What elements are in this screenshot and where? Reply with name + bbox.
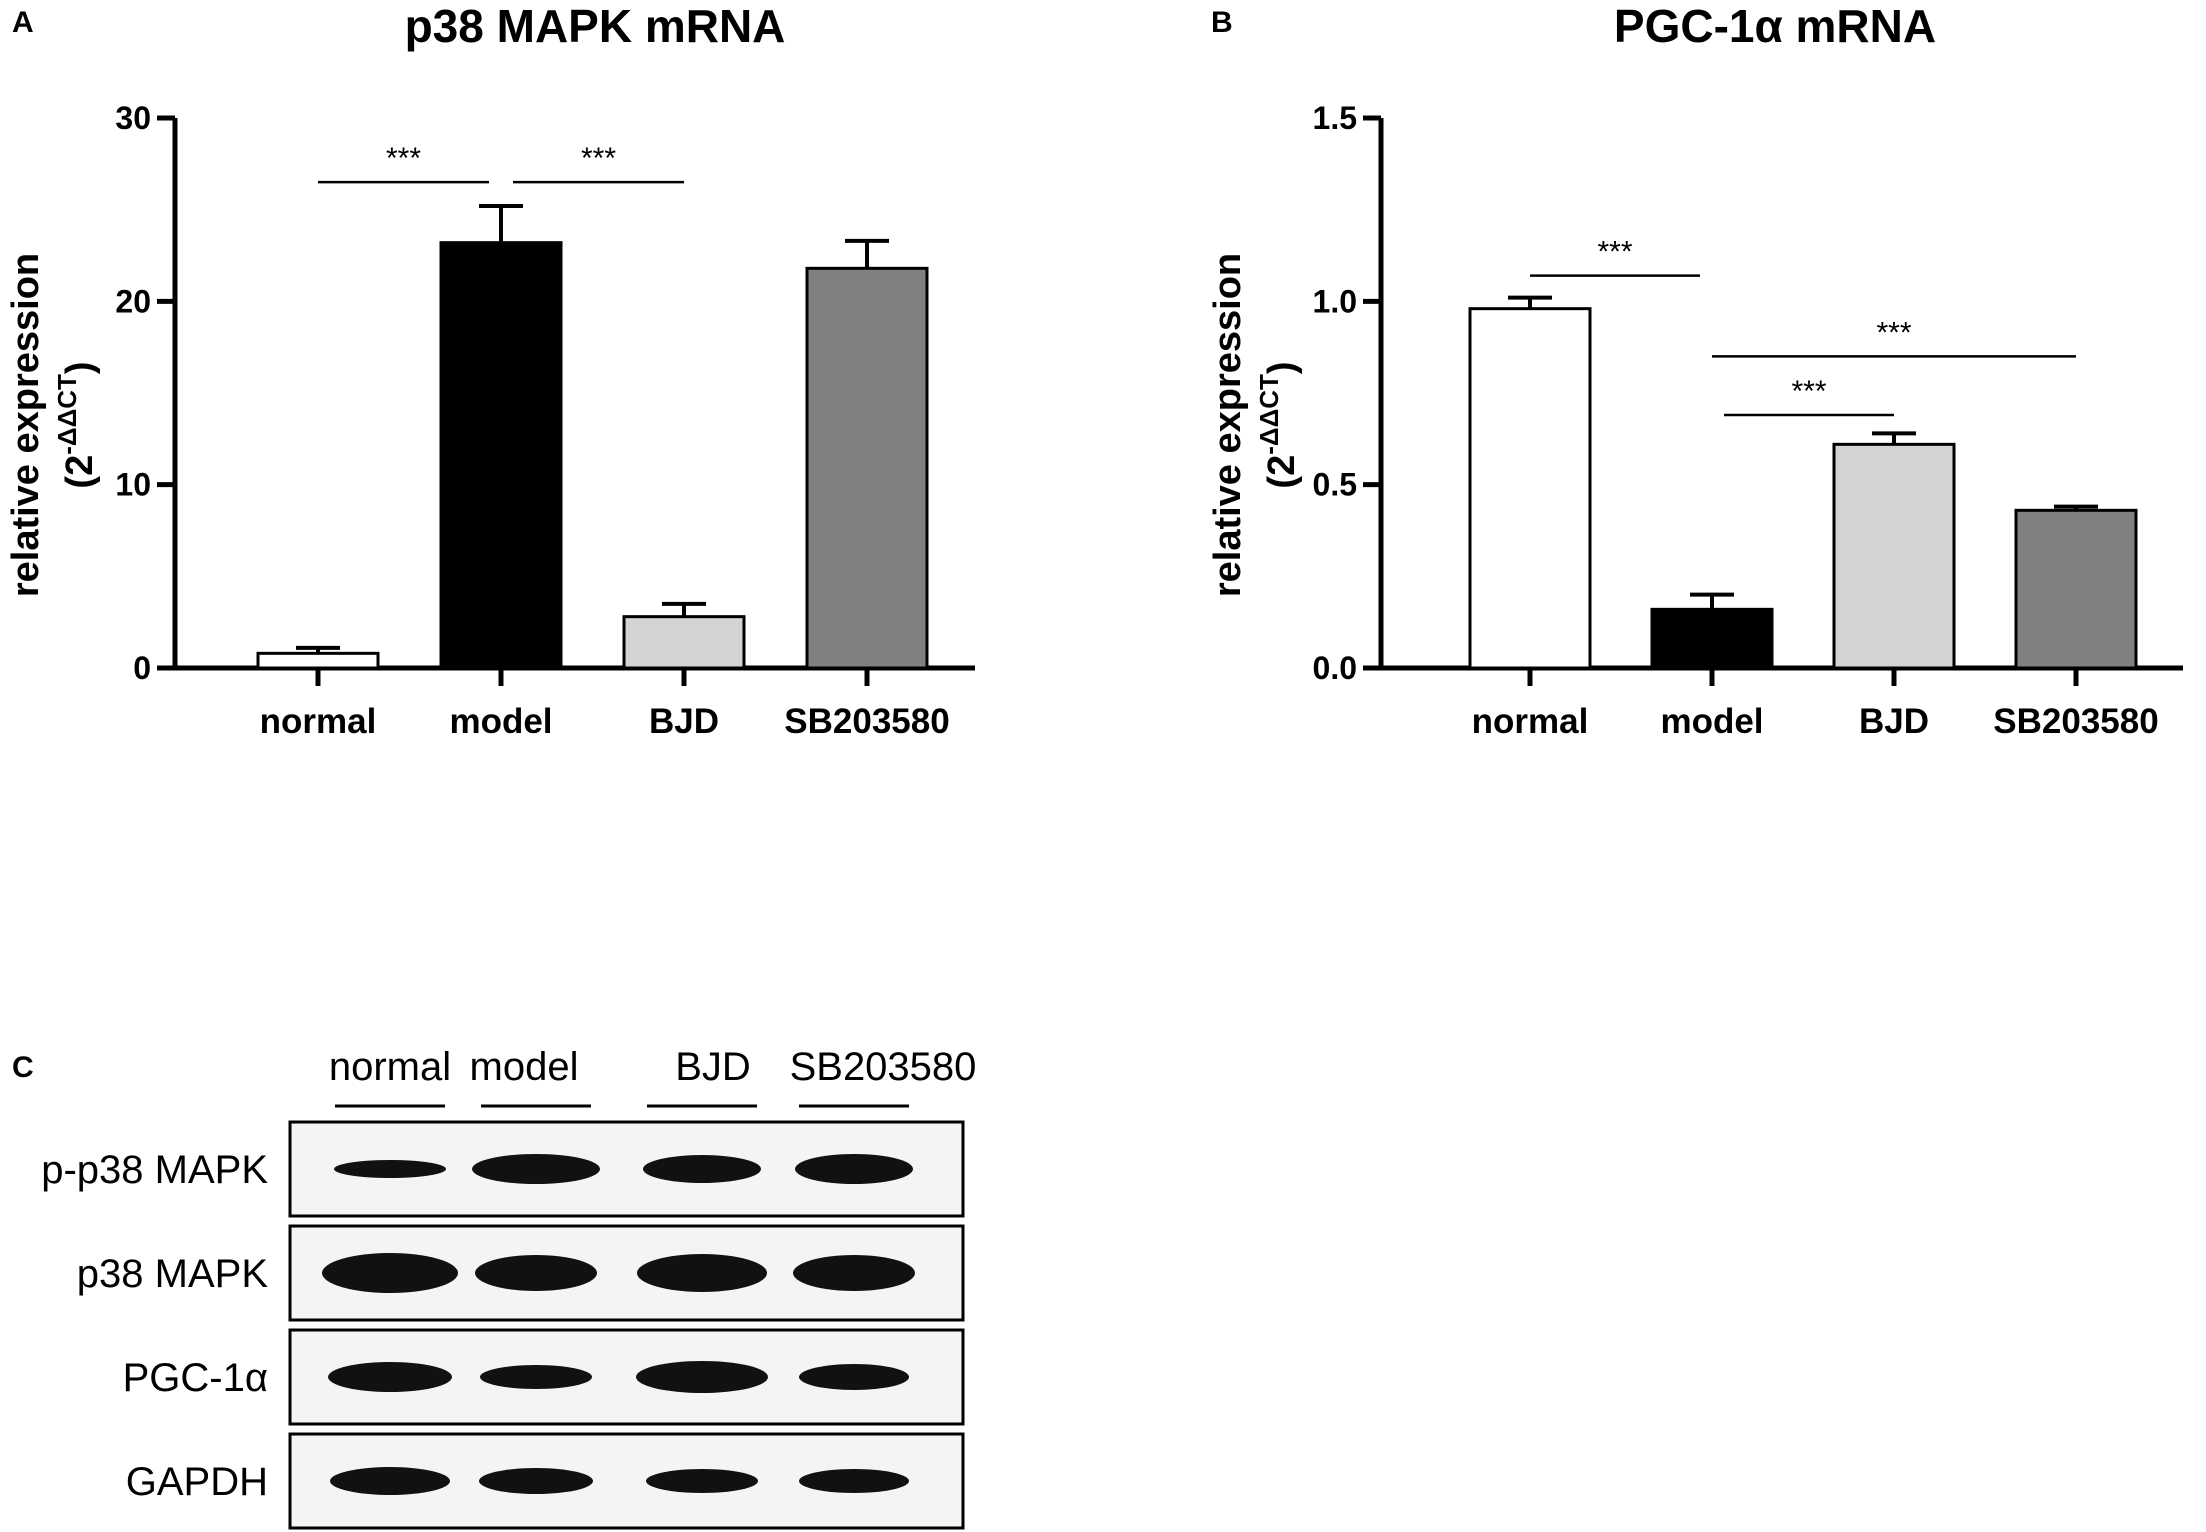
blot-band: [793, 1255, 915, 1291]
chart-a-bar-model: [439, 241, 563, 670]
blot-lane-label: model: [470, 1045, 579, 1089]
blot-row-label: p-p38 MAPK: [41, 1148, 268, 1192]
blot-band: [799, 1469, 909, 1493]
chart-a-bar-normal: [256, 651, 380, 670]
panel-letter-b: B: [1211, 6, 1233, 39]
chart-a-significance-label: ***: [581, 142, 616, 175]
chart-b-ytick-label: 1.5: [1313, 100, 1357, 136]
chart-a-ytick-label: 30: [115, 100, 151, 136]
chart-a-bar-bjd: [622, 615, 746, 670]
chart-b-title: PGC-1α mRNA: [1614, 0, 1936, 52]
blot-band: [475, 1255, 597, 1291]
chart-a-ytick-label: 10: [115, 467, 151, 503]
blot-band: [328, 1362, 452, 1392]
panel-letter-a: A: [12, 6, 34, 39]
chart-b-bar-model: [1650, 607, 1774, 670]
blot-lane-label: BJD: [675, 1045, 751, 1089]
blot-band: [334, 1160, 446, 1178]
chart-a-significance-label: ***: [386, 142, 421, 175]
blot-band: [322, 1253, 458, 1293]
chart-b: 0.0 0.5 1.0 1.5 normal model BJD SB203580 *** ***…: [1313, 100, 2183, 741]
chart-b-category-label: SB203580: [1993, 702, 2158, 741]
blot-row-label: p38 MAPK: [77, 1252, 269, 1296]
chart-b-ylabel-unit-sup: -ΔΔCT: [1254, 374, 1284, 455]
chart-b-ytick-label: 0.0: [1313, 650, 1357, 686]
chart-b-ylabel-unit: (2-ΔΔCT): [1254, 361, 1303, 488]
chart-b-ytick-label: 0.5: [1313, 467, 1357, 503]
blot-row-label: GAPDH: [126, 1460, 268, 1504]
chart-b-ylabel-text: relative expression: [1207, 253, 1249, 597]
chart-b-ylabel-unit-base: (2: [1261, 455, 1303, 489]
chart-a-ylabel-unit-close: ): [59, 361, 101, 374]
chart-a-ytick-label: 0: [133, 650, 151, 686]
chart-a: 0 10 20 30 normal model BJD SB203580 *** ***: [115, 100, 975, 741]
chart-b-category-label: normal: [1472, 702, 1589, 741]
chart-a-category-label: BJD: [649, 702, 719, 741]
blot-band: [646, 1469, 758, 1493]
blot-lane-label: SB203580: [790, 1045, 977, 1089]
chart-a-ylabel-unit-base: (2: [59, 455, 101, 489]
blot-band: [479, 1468, 593, 1494]
chart-b-category-label: model: [1660, 702, 1763, 741]
chart-a-ylabel-unit-sup: -ΔΔCT: [52, 374, 82, 455]
blot-band: [472, 1154, 600, 1184]
chart-b-bar-bjd: [1832, 442, 1956, 670]
chart-a-category-label: SB203580: [784, 702, 949, 741]
chart-a-category-label: model: [449, 702, 552, 741]
blot-band: [636, 1361, 768, 1393]
blot-band: [637, 1254, 767, 1292]
chart-b-ylabel: relative expression (2-ΔΔCT): [1207, 253, 1303, 597]
chart-b-significance-label: ***: [1791, 375, 1826, 408]
chart-b-category-label: BJD: [1859, 702, 1929, 741]
blot-band: [330, 1467, 450, 1495]
chart-a-bar-sb203580: [805, 266, 929, 670]
panel-letter-c: C: [12, 1051, 34, 1084]
blot-band: [799, 1364, 909, 1390]
chart-b-ytick-label: 1.0: [1313, 283, 1357, 319]
blot-lane-label: normal: [329, 1045, 451, 1089]
chart-b-ylabel-unit-close: ): [1261, 361, 1303, 374]
chart-b-significance-label: ***: [1876, 316, 1911, 349]
blot-band: [480, 1365, 592, 1389]
western-blot: normal model BJD SB203580 p-p38 MAPK p38 MAPK…: [41, 1045, 977, 1530]
chart-a-category-label: normal: [260, 702, 377, 741]
chart-a-ylabel-text: relative expression: [5, 253, 47, 597]
chart-b-bar-sb203580: [2014, 508, 2138, 670]
chart-a-ytick-label: 20: [115, 283, 151, 319]
chart-a-title: p38 MAPK mRNA: [405, 0, 786, 52]
chart-a-ylabel-unit: (2-ΔΔCT): [52, 361, 101, 488]
chart-b-bar-normal: [1468, 307, 1592, 670]
chart-b-significance-label: ***: [1597, 236, 1632, 269]
blot-band: [643, 1155, 761, 1183]
blot-band: [795, 1154, 913, 1184]
chart-a-ylabel: relative expression (2-ΔΔCT): [5, 253, 101, 597]
blot-row-label: PGC-1α: [123, 1356, 268, 1400]
